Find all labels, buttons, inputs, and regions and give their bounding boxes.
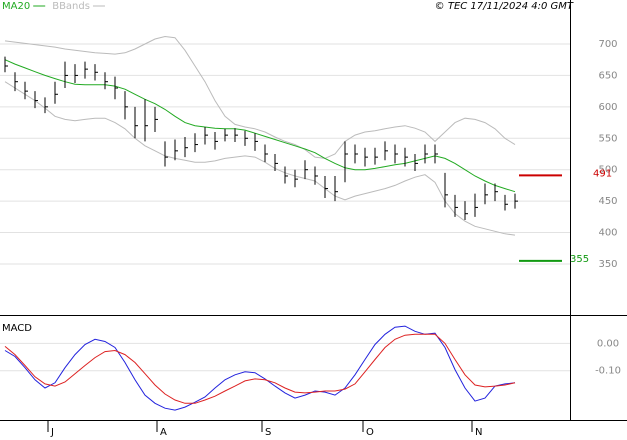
y-tick-label: 350 [598,259,617,270]
x-tick-label: J [50,427,54,438]
macd-line [4,325,516,411]
bband-lower [4,81,516,236]
y-tick-label: 0.00 [597,338,619,349]
y-tick-label: 450 [598,196,617,207]
ma-line [4,59,516,193]
x-tick-label: S [265,427,271,438]
bband-upper [4,35,516,159]
y-tick-label: 700 [598,39,617,50]
y-tick-label: 600 [598,102,617,113]
x-tick-label: O [366,427,374,438]
panel-title: MACD [2,323,32,334]
y-tick-label: -0.10 [595,366,621,377]
legend-label: MA20 [2,1,30,12]
copyright: © TEC 17/11/2024 4:0 GMT [435,1,574,12]
y-tick-label: 650 [598,70,617,81]
y-tick-label: 500 [598,165,617,176]
y-tick-label: 400 [598,228,617,239]
x-tick-label: A [160,427,167,438]
level-label: 355 [570,254,589,265]
level-label: 491 [593,168,612,179]
x-tick-label: N [475,427,482,438]
macd-line [4,333,516,404]
y-tick-label: 550 [598,133,617,144]
legend-label: BBands [52,1,90,12]
